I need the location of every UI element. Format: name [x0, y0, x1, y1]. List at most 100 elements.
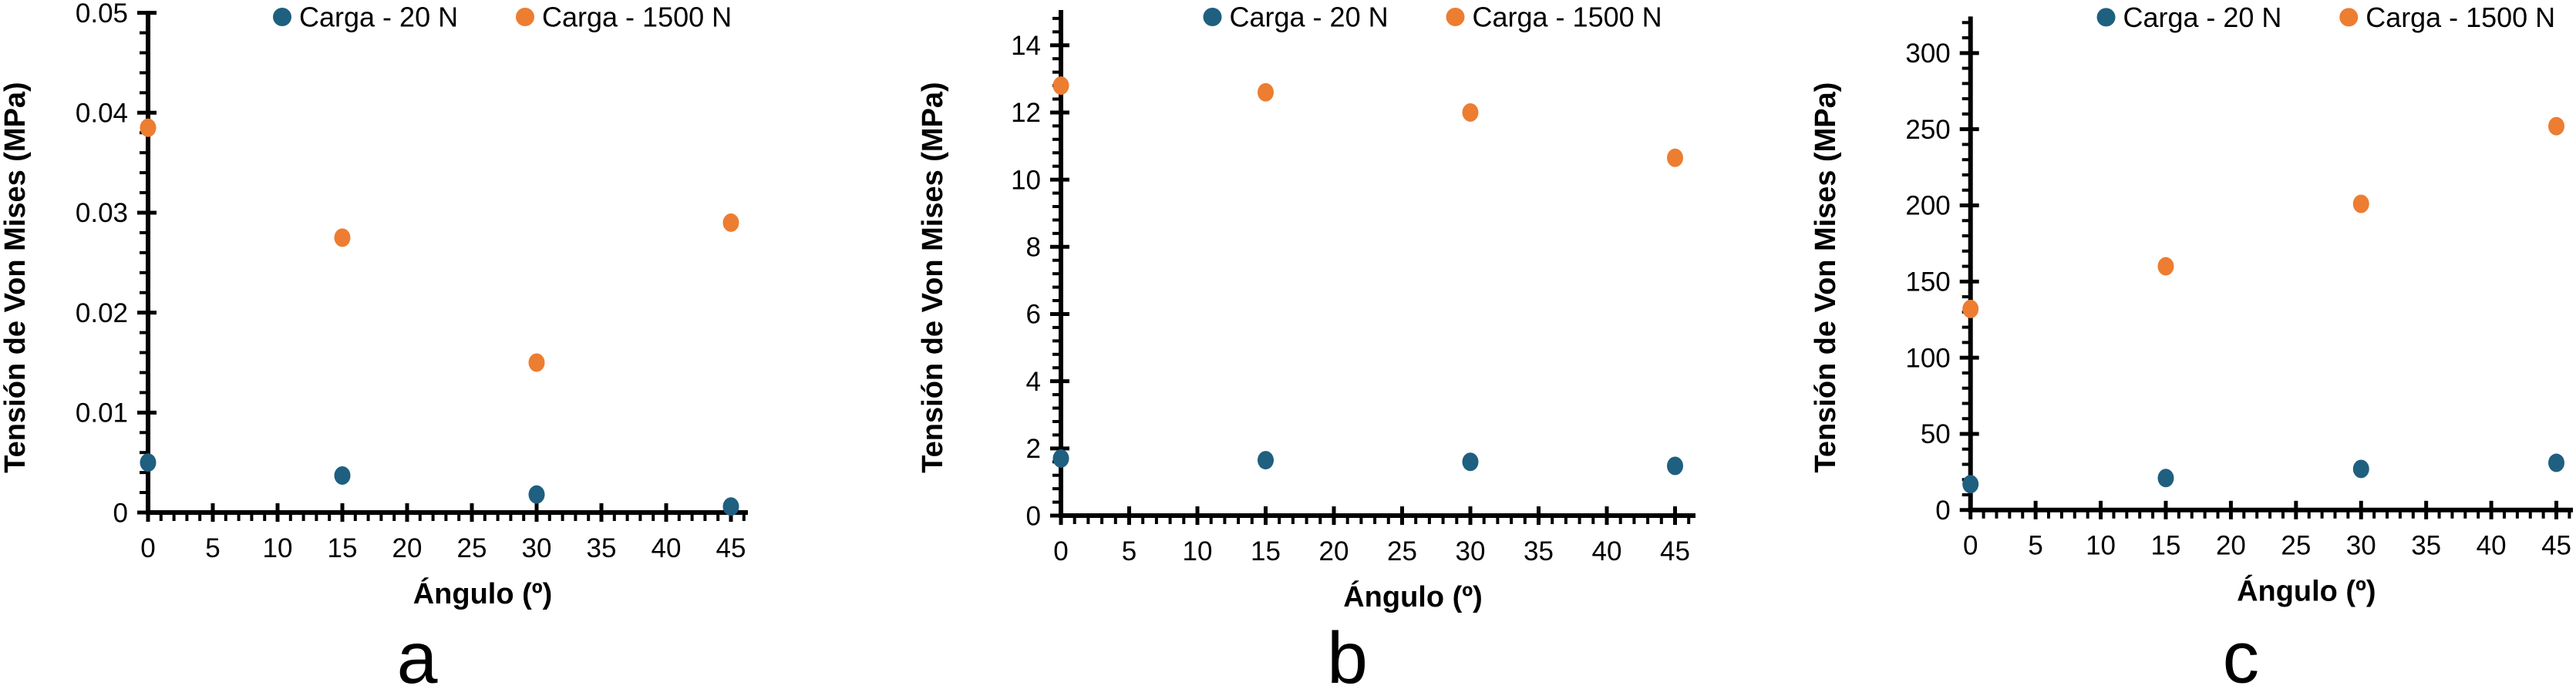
y-tick-label: 0 — [1935, 496, 1950, 526]
legend-label: Carga - 1500 N — [1473, 2, 1662, 33]
y-tick-label: 150 — [1905, 267, 1950, 297]
chart-panel-a: 0 0.01 0.02 0.03 0.04 0.05 0 5 10 15 20 25 30 35 40 45 C… — [0, 0, 859, 689]
point-carga-1500 — [528, 353, 545, 372]
point-carga-1500 — [722, 213, 739, 232]
point-carga-20 — [1462, 452, 1479, 472]
x-tick-label: 35 — [2411, 531, 2441, 561]
chart-panel-b: 0 2 4 6 8 10 12 14 0 5 10 15 20 25 30 35 40 45 Carga - 20 … — [859, 0, 1718, 689]
point-carga-1500 — [334, 228, 351, 247]
point-carga-20 — [140, 453, 157, 472]
legend-marker-icon — [516, 8, 534, 26]
x-tick-label: 15 — [328, 533, 358, 563]
x-tick-label: 45 — [2541, 531, 2571, 561]
legend-marker-icon — [2096, 8, 2116, 27]
point-carga-20 — [528, 485, 545, 504]
axes-b: 0 2 4 6 8 10 12 14 0 5 10 15 20 25 30 35 40 45 — [1011, 10, 1695, 566]
point-carga-1500 — [1667, 148, 1683, 167]
legend-label: Carga - 1500 N — [2366, 2, 2555, 33]
point-carga-1500 — [140, 118, 157, 137]
x-axis-title: Ángulo (º) — [1343, 580, 1483, 613]
legend-c: Carga - 20 N Carga - 1500 N — [2096, 2, 2555, 33]
chart-c-canvas: 0 50 100 150 200 250 300 0 5 10 15 20 25 30 35 40 45 Carg… — [1810, 2, 2574, 689]
point-carga-1500 — [1258, 82, 1274, 102]
y-tick-label: 10 — [1011, 165, 1041, 195]
x-tick-label: 25 — [457, 533, 487, 563]
y-tick-label: 300 — [1905, 39, 1950, 69]
x-tick-label: 15 — [1251, 536, 1281, 566]
legend-label: Carga - 1500 N — [542, 2, 732, 33]
x-tick-label: 5 — [2028, 531, 2042, 561]
legend-marker-icon — [2339, 8, 2359, 27]
point-carga-20 — [1052, 449, 1069, 468]
y-tick-label: 0.04 — [76, 99, 128, 129]
data-points-c — [1962, 116, 2565, 494]
x-tick-label: 5 — [1122, 536, 1136, 566]
x-tick-label: 30 — [2346, 531, 2376, 561]
y-tick-label: 0.03 — [76, 198, 128, 228]
y-tick-label: 250 — [1905, 115, 1950, 145]
point-carga-20 — [1258, 451, 1274, 470]
axes-a: 0 0.01 0.02 0.03 0.04 0.05 0 5 10 15 20 25 30 35 40 45 — [76, 0, 748, 563]
point-carga-20 — [2548, 453, 2565, 472]
x-tick-label: 10 — [1183, 536, 1213, 566]
y-tick-label: 12 — [1011, 98, 1041, 128]
legend-marker-icon — [273, 8, 291, 26]
point-carga-1500 — [2548, 116, 2565, 136]
chart-a-canvas: 0 0.01 0.02 0.03 0.04 0.05 0 5 10 15 20 25 30 35 40 45 C… — [0, 0, 748, 689]
y-tick-label: 50 — [1921, 419, 1951, 449]
x-tick-label: 0 — [140, 533, 155, 563]
legend-b: Carga - 20 N Carga - 1500 N — [1203, 2, 1662, 33]
legend-a: Carga - 20 N Carga - 1500 N — [273, 2, 732, 33]
chart-b-canvas: 0 2 4 6 8 10 12 14 0 5 10 15 20 25 30 35 40 45 Carga - 20 … — [917, 2, 1695, 689]
y-tick-label: 2 — [1026, 434, 1041, 464]
panel-sublabel-b: b — [1327, 617, 1368, 689]
legend-marker-icon — [1203, 8, 1222, 26]
y-tick-label: 0.01 — [76, 398, 128, 429]
y-tick-label: 8 — [1026, 233, 1041, 263]
point-carga-1500 — [1462, 103, 1479, 122]
point-carga-1500 — [1962, 299, 1979, 318]
point-carga-20 — [1962, 475, 1979, 494]
x-tick-label: 40 — [1592, 536, 1622, 566]
x-tick-label: 20 — [392, 533, 423, 563]
x-tick-label: 35 — [587, 533, 617, 563]
x-tick-label: 45 — [716, 533, 746, 563]
point-carga-20 — [2352, 459, 2369, 479]
point-carga-1500 — [2352, 194, 2369, 213]
y-tick-label: 14 — [1011, 31, 1041, 61]
x-tick-label: 35 — [1524, 536, 1554, 566]
data-points-b — [1052, 76, 1683, 476]
y-tick-label: 100 — [1905, 343, 1950, 373]
x-tick-label: 45 — [1660, 536, 1690, 566]
x-tick-label: 10 — [2086, 531, 2116, 561]
x-axis-title: Ángulo (º) — [413, 576, 553, 610]
y-axis-title: Tensión de Von Mises (MPa) — [917, 82, 949, 472]
x-tick-label: 10 — [263, 533, 293, 563]
y-tick-label: 6 — [1026, 300, 1041, 330]
y-tick-label: 0.02 — [76, 298, 128, 328]
point-carga-20 — [2157, 469, 2174, 488]
x-tick-label: 0 — [1963, 531, 1978, 561]
x-tick-label: 25 — [2281, 531, 2311, 561]
point-carga-1500 — [2157, 257, 2174, 276]
panel-sublabel-a: a — [397, 617, 438, 689]
x-tick-label: 15 — [2151, 531, 2181, 561]
x-tick-label: 20 — [2216, 531, 2246, 561]
x-tick-label: 40 — [2477, 531, 2507, 561]
y-axis-title: Tensión de Von Mises (MPa) — [1810, 82, 1842, 473]
legend-label: Carga - 20 N — [2123, 2, 2282, 33]
x-tick-label: 30 — [522, 533, 552, 563]
legend-label: Carga - 20 N — [299, 2, 458, 33]
x-tick-label: 20 — [1319, 536, 1349, 566]
x-tick-label: 0 — [1053, 536, 1068, 566]
point-carga-20 — [1667, 456, 1683, 476]
x-tick-label: 40 — [652, 533, 682, 563]
x-axis-title: Ángulo (º) — [2237, 574, 2376, 608]
y-axis-title: Tensión de Von Mises (MPa) — [0, 82, 32, 472]
chart-panel-c: 0 50 100 150 200 250 300 0 5 10 15 20 25 30 35 40 45 Carg… — [1718, 0, 2576, 689]
y-tick-label: 200 — [1905, 191, 1950, 221]
x-tick-label: 25 — [1387, 536, 1417, 566]
y-tick-label: 0 — [1026, 501, 1041, 531]
data-points-a — [140, 118, 739, 516]
